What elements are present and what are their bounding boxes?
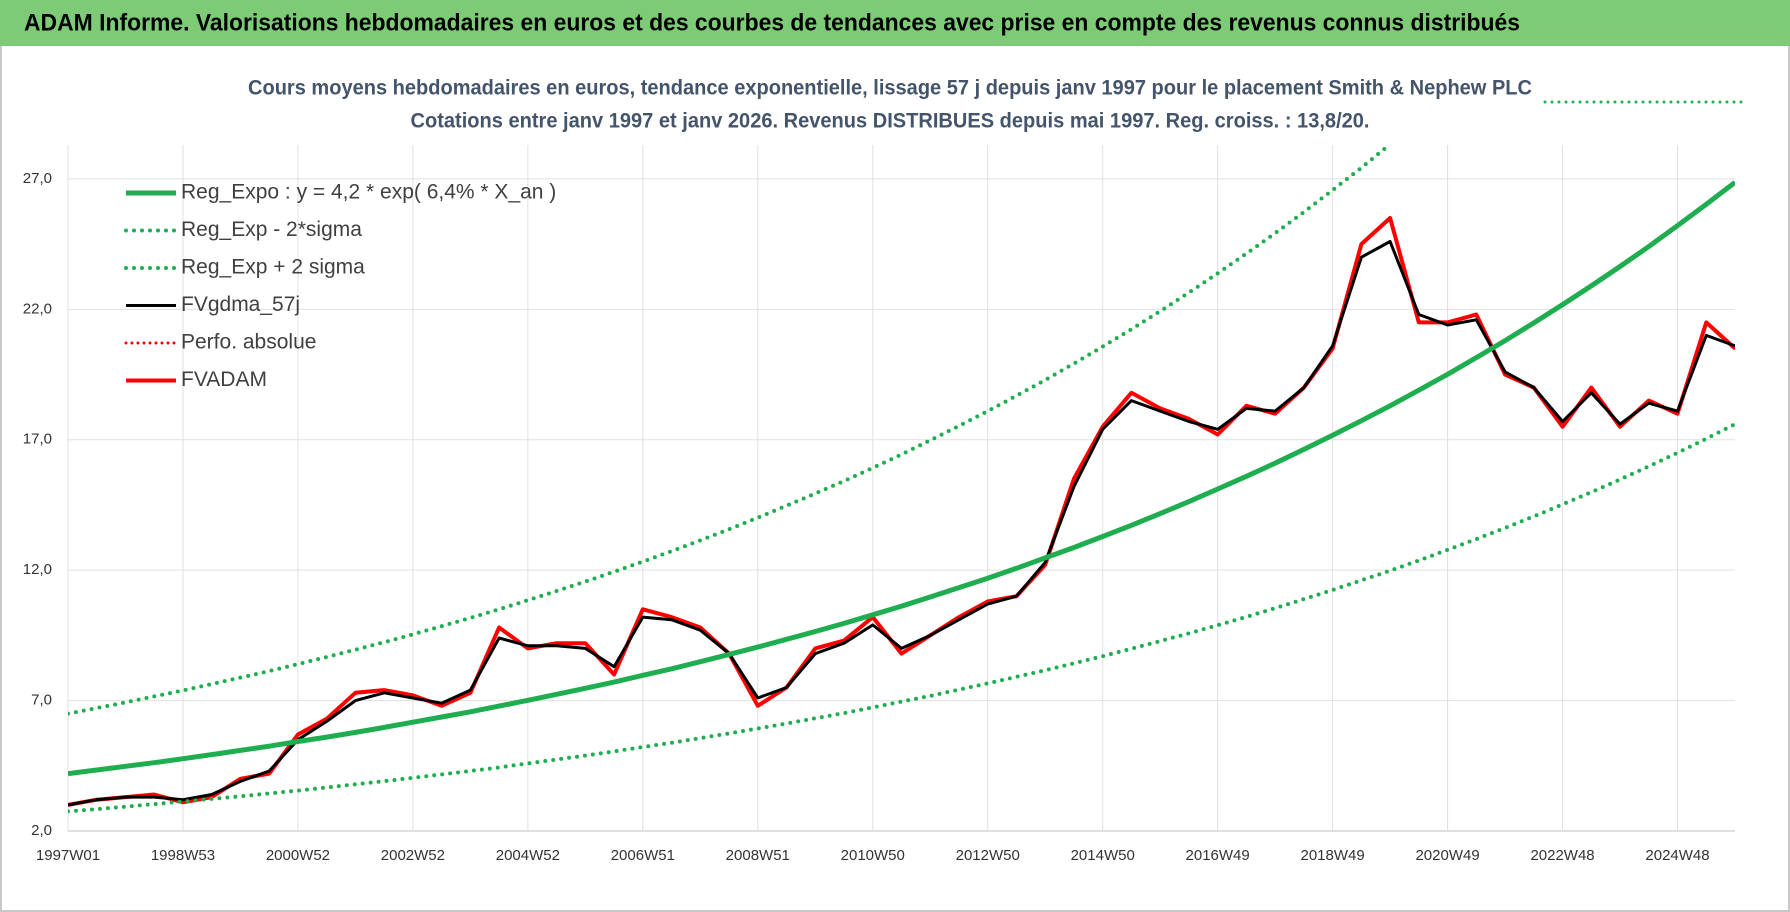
legend-label: FVADAM [181,368,267,391]
series-line [68,422,1735,814]
chart-title: Cours moyens hebdomadaires en euros, ten… [248,77,1532,100]
y-tick-label: 17,0 [23,431,52,448]
legend-label: Reg_Exp + 2 sigma [181,256,365,279]
x-tick-label: 2002W52 [381,847,445,864]
series-line [68,215,1735,807]
x-tick-label: 1998W53 [151,847,215,864]
y-tick-label: 2,0 [31,822,52,839]
y-tick-label: 27,0 [23,170,52,187]
series-line [68,145,1392,716]
x-tick-label: 2024W48 [1645,847,1709,864]
y-tick-label: 22,0 [23,300,52,317]
x-tick-label: 2018W49 [1301,847,1365,864]
legend-label: FVgdma_57j [181,293,300,316]
legend-label: Reg_Exp - 2*sigma [181,218,362,241]
x-tick-label: 2008W51 [726,847,790,864]
x-tick-label: 2004W52 [496,847,560,864]
y-tick-label: 12,0 [23,561,52,578]
x-tick-label: 2014W50 [1071,847,1135,864]
y-tick-label: 7,0 [31,692,52,709]
header-bar [0,0,1790,46]
chart-subtitle: Cotations entre janv 1997 et janv 2026. … [411,110,1370,133]
x-tick-label: 1997W01 [36,847,100,864]
x-tick-label: 2022W48 [1530,847,1594,864]
legend-label: Perfo. absolue [181,331,316,354]
x-tick-label: 2016W49 [1186,847,1250,864]
series-line [68,180,1735,777]
x-tick-label: 2010W50 [841,847,905,864]
header-title: ADAM Informe. Valorisations hebdomadaire… [24,9,1520,36]
series-line [68,240,1735,807]
x-tick-label: 2006W51 [611,847,675,864]
x-tick-label: 2020W49 [1415,847,1479,864]
legend-label: Reg_Expo : y = 4,2 * exp( 6,4% * X_an ) [181,181,556,204]
x-tick-label: 2000W52 [266,847,330,864]
x-tick-label: 2012W50 [956,847,1020,864]
